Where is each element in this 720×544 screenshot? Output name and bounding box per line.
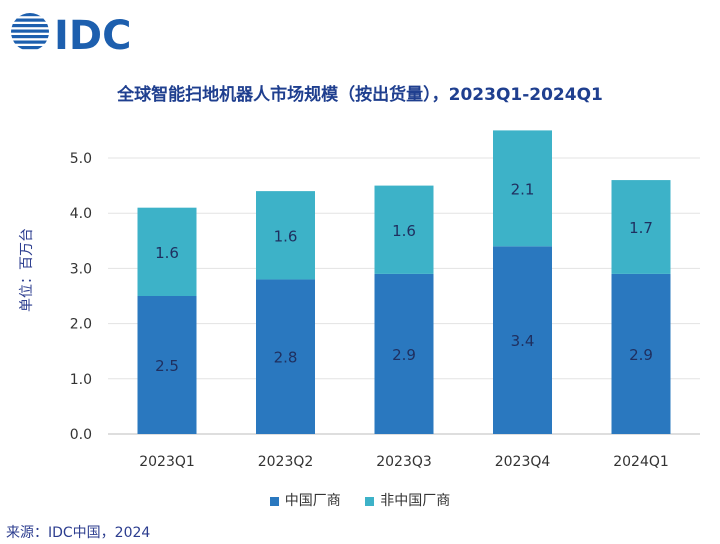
y-tick-label: 5.0 xyxy=(70,151,92,167)
bar-segment-non-china xyxy=(611,180,671,274)
legend-item-non-china: 非中国厂商 xyxy=(365,490,450,510)
bar-segment-china xyxy=(374,273,434,434)
legend-swatch-china xyxy=(269,496,279,506)
data-label-china: 2.9 xyxy=(629,346,653,364)
data-label-china: 2.8 xyxy=(274,349,298,367)
data-label-non-china: 1.7 xyxy=(629,219,653,237)
chart-title: 全球智能扫地机器人市场规模（按出货量），2023Q1-2024Q1 xyxy=(117,85,603,105)
y-tick-label: 1.0 xyxy=(70,372,92,388)
source-note: 来源：IDC中国，2024 xyxy=(6,525,151,541)
legend-label-china: 中国厂商 xyxy=(284,493,341,509)
bar-segment-china xyxy=(493,246,552,434)
data-label-non-china: 2.1 xyxy=(511,180,535,198)
x-tick-label: 2023Q2 xyxy=(258,454,314,470)
data-label-non-china: 1.6 xyxy=(155,244,179,262)
bar-segment-non-china xyxy=(137,207,197,296)
y-tick-label: 2.0 xyxy=(70,317,92,333)
x-tick-label: 2023Q1 xyxy=(139,454,195,470)
bar-segment-non-china xyxy=(493,130,552,247)
data-label-china: 3.4 xyxy=(511,332,535,350)
x-tick-label: 2024Q1 xyxy=(613,454,669,470)
legend-label-non-china: 非中国厂商 xyxy=(380,493,451,509)
bar-segment-non-china xyxy=(374,185,434,274)
idc-logo: IDC xyxy=(11,13,131,56)
y-tick-label: 3.0 xyxy=(70,261,92,277)
legend: 中国厂商 非中国厂商 xyxy=(0,490,720,510)
y-tick-label: 0.0 xyxy=(70,427,92,443)
legend-swatch-non-china xyxy=(365,496,375,506)
svg-text:IDC: IDC xyxy=(54,13,131,56)
legend-item-china: 中国厂商 xyxy=(269,490,341,510)
y-tick-label: 4.0 xyxy=(70,206,92,222)
data-label-china: 2.5 xyxy=(155,357,179,375)
bar-segment-china xyxy=(611,273,671,434)
bar-segment-china xyxy=(256,279,315,434)
bar-segment-china xyxy=(137,296,197,434)
bar-segment-non-china xyxy=(256,191,315,280)
data-label-china: 2.9 xyxy=(392,346,416,364)
x-tick-label: 2023Q3 xyxy=(376,454,432,470)
data-label-non-china: 1.6 xyxy=(274,227,298,245)
data-label-non-china: 1.6 xyxy=(392,222,416,240)
x-tick-label: 2023Q4 xyxy=(495,454,551,470)
